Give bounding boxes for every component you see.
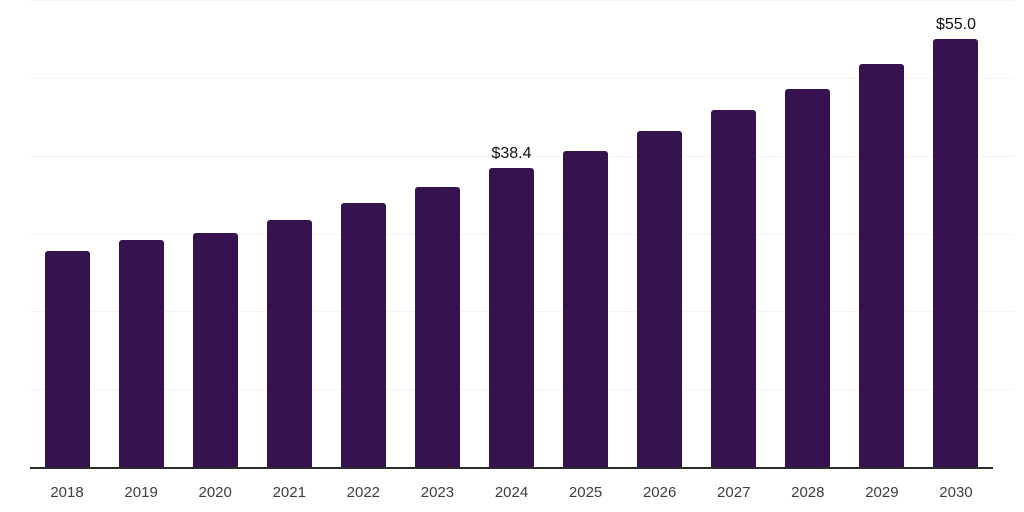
bar-slot: $38.4 — [474, 0, 548, 467]
x-tick-label: 2020 — [198, 484, 232, 501]
bar — [414, 186, 460, 467]
x-tick-label: 2024 — [494, 484, 529, 501]
x-tick-label: 2027 — [717, 484, 751, 501]
bar-value-label: $55.0 — [935, 15, 976, 33]
x-tick-label: 2028 — [791, 484, 825, 501]
bar-slot — [326, 0, 400, 467]
bar-slot — [845, 0, 919, 467]
x-axis-labels: 2018 2019 2020 2021 2022 2023 2024 2025 2026 2027… — [30, 484, 993, 501]
bar — [785, 88, 831, 467]
bar-slot — [30, 0, 104, 467]
gridline — [30, 77, 1014, 79]
x-tick-label: 2021 — [272, 484, 306, 501]
bar-slot — [252, 0, 326, 467]
x-axis-line — [30, 467, 993, 469]
x-tick-label: 2026 — [642, 484, 677, 501]
bar-slot — [178, 0, 252, 467]
bar — [859, 63, 905, 467]
bar — [340, 203, 386, 467]
gridline — [30, 0, 1014, 1]
bar — [563, 151, 609, 467]
x-tick-label: 2022 — [346, 484, 381, 501]
bar-value-label: $38.4 — [491, 145, 532, 163]
x-tick-label: 2025 — [568, 484, 603, 501]
bar — [637, 130, 683, 467]
bar — [711, 109, 757, 467]
bar — [489, 168, 534, 467]
bar-slot — [400, 0, 474, 467]
bars: $38.4 $55.0 — [30, 0, 993, 467]
bar — [933, 38, 979, 467]
plot-area: $38.4 $55.0 — [30, 0, 1014, 469]
bar — [192, 232, 238, 467]
bar-slot — [697, 0, 771, 467]
bar-slot — [771, 0, 845, 467]
bar-slot — [623, 0, 697, 467]
x-tick-label: 2030 — [939, 484, 973, 501]
bar — [266, 219, 312, 467]
bar — [44, 251, 90, 467]
x-tick-label: 2023 — [420, 484, 455, 501]
x-tick-label: 2018 — [50, 484, 84, 501]
bar-slot — [104, 0, 178, 467]
gridline — [30, 155, 1014, 157]
bar-slot: $55.0 — [919, 0, 993, 467]
x-tick-label: 2019 — [124, 484, 158, 501]
bar-slot — [549, 0, 623, 467]
bar — [118, 239, 164, 467]
x-tick-label: 2029 — [865, 484, 899, 501]
